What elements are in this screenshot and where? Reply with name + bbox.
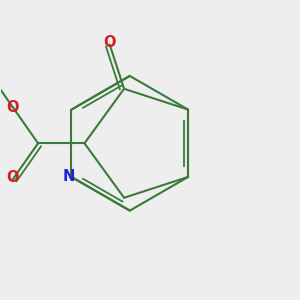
Text: N: N [63,169,75,184]
Text: O: O [7,169,19,184]
Text: O: O [103,35,116,50]
Text: O: O [7,100,19,115]
